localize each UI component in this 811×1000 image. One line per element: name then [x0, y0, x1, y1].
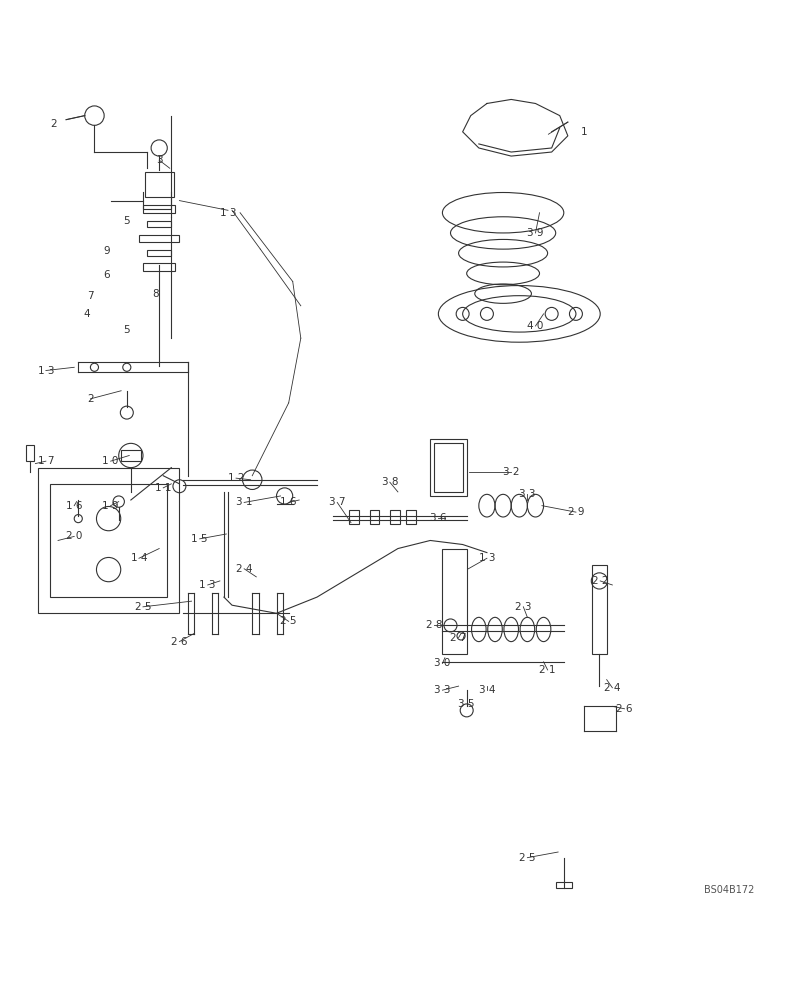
Bar: [143, 263, 175, 271]
Text: 3 6: 3 6: [430, 513, 446, 523]
Text: 2 6: 2 6: [171, 637, 187, 647]
Bar: [389, 510, 399, 524]
Bar: [147, 221, 171, 227]
Text: 1 2: 1 2: [228, 473, 244, 483]
Bar: [38, 468, 179, 613]
Bar: [139, 235, 179, 242]
Text: 2 0: 2 0: [66, 531, 82, 541]
Text: 1 7: 1 7: [37, 456, 54, 466]
Text: 1 6: 1 6: [280, 497, 297, 507]
Text: 5: 5: [123, 325, 130, 335]
Text: 3 5: 3 5: [458, 699, 474, 709]
Text: 1 5: 1 5: [191, 534, 208, 544]
Text: 1 3: 1 3: [478, 553, 495, 563]
Bar: [406, 510, 415, 524]
Text: 3 4: 3 4: [478, 685, 495, 695]
Text: 2: 2: [50, 119, 58, 129]
Text: 3 1: 3 1: [236, 497, 252, 507]
Text: 3 3: 3 3: [518, 489, 535, 499]
Text: 2 2: 2 2: [591, 576, 607, 586]
Bar: [50, 484, 167, 597]
Text: BS04B172: BS04B172: [702, 885, 753, 895]
Text: 2 5: 2 5: [135, 602, 151, 612]
Text: 2 8: 2 8: [426, 620, 442, 630]
Text: 2 6: 2 6: [616, 704, 632, 714]
Text: 3: 3: [156, 155, 162, 165]
Text: 2 1: 2 1: [539, 665, 556, 675]
Text: 1 9: 1 9: [102, 501, 118, 511]
Bar: [121, 450, 140, 461]
Bar: [26, 445, 34, 461]
Text: 1 3: 1 3: [220, 208, 236, 218]
Text: 1 6: 1 6: [66, 501, 83, 511]
Text: 3 8: 3 8: [381, 477, 397, 487]
Bar: [349, 510, 358, 524]
Bar: [143, 205, 175, 213]
Text: 2: 2: [87, 394, 93, 404]
Text: 4: 4: [83, 309, 89, 319]
Text: 3 9: 3 9: [526, 228, 543, 238]
Bar: [591, 565, 606, 654]
Text: 1 4: 1 4: [131, 553, 147, 563]
Text: 3 7: 3 7: [328, 497, 345, 507]
Text: 5: 5: [123, 216, 130, 226]
Text: 2 4: 2 4: [603, 683, 620, 693]
Bar: [147, 250, 171, 256]
Bar: [442, 549, 466, 654]
Bar: [434, 443, 462, 492]
Text: 2 9: 2 9: [567, 507, 583, 517]
Text: 1 3: 1 3: [37, 366, 54, 376]
Text: 8: 8: [152, 289, 158, 299]
Text: 2 4: 2 4: [236, 564, 252, 574]
Text: 6: 6: [103, 270, 109, 280]
Text: 2 5: 2 5: [280, 616, 297, 626]
Text: 2 7: 2 7: [450, 633, 466, 643]
Bar: [144, 172, 174, 197]
Text: 3 0: 3 0: [434, 658, 450, 668]
Text: 1 0: 1 0: [102, 456, 118, 466]
Bar: [369, 510, 379, 524]
Text: 1 1: 1 1: [155, 483, 171, 493]
Text: 9: 9: [103, 246, 109, 256]
Text: 3 3: 3 3: [434, 685, 450, 695]
Text: 4 0: 4 0: [526, 321, 543, 331]
Text: 1: 1: [580, 127, 586, 137]
Bar: [430, 439, 466, 496]
Bar: [555, 882, 571, 888]
Text: 2 3: 2 3: [514, 602, 531, 612]
Text: 3 2: 3 2: [502, 467, 519, 477]
Text: 1 3: 1 3: [200, 580, 216, 590]
Text: 7: 7: [87, 291, 93, 301]
Text: 2 5: 2 5: [518, 853, 535, 863]
